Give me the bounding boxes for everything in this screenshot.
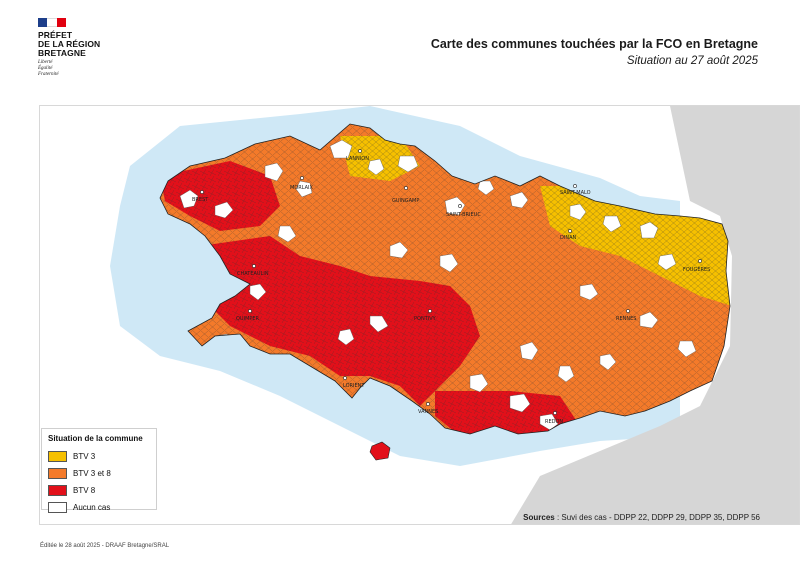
city-label-fougeres: FOUGÈRES: [683, 265, 710, 273]
logo-line-3: BRETAGNE: [38, 48, 86, 58]
legend-swatch-btv3-8: [48, 468, 67, 479]
neighbour-land: [511, 106, 799, 524]
city-label-lannion: LANNION: [346, 156, 369, 162]
legend-item-no-case: Aucun cas: [48, 499, 150, 516]
sources-label: Sources: [523, 513, 555, 522]
city-markers: LANNION MORLAIX GUINGAMP SAINT-BRIEUC SA…: [192, 149, 710, 425]
city-marker-fougeres: FOUGÈRES: [683, 259, 710, 273]
city-label-guingamp: GUINGAMP: [392, 198, 419, 204]
title-block: Carte des communes touchées par la FCO e…: [431, 37, 758, 67]
map-title: Carte des communes touchées par la FCO e…: [430, 37, 758, 51]
legend-title: Situation de la commune: [48, 434, 143, 443]
city-label-morlaix: MORLAIX: [290, 185, 314, 191]
motto-line-2: Égalité: [38, 66, 53, 71]
city-label-redon: REDON: [545, 419, 563, 425]
city-marker-morlaix: MORLAIX: [290, 176, 314, 191]
city-label-quimper: QUIMPER: [236, 316, 260, 322]
map-subtitle: Situation au 27 août 2025: [626, 55, 758, 67]
legend-item-btv3: BTV 3: [48, 448, 150, 465]
city-marker-vannes: VANNES: [418, 402, 438, 415]
brittany-map: LANNION MORLAIX GUINGAMP SAINT-BRIEUC SA…: [40, 106, 799, 524]
belle-ile: [369, 441, 391, 461]
city-label-rennes: RENNES: [616, 316, 636, 322]
sources-note: Sources : Suvi des cas - DDPP 22, DDPP 2…: [523, 513, 760, 522]
city-label-pontivy: PONTIVY: [414, 316, 437, 322]
city-marker-saint-brieuc: SAINT-BRIEUC: [446, 204, 481, 218]
city-marker-brest: BREST: [192, 190, 209, 203]
city-label-saint-malo: SAINT-MALO: [560, 190, 591, 196]
region-btv8-center: [200, 236, 480, 406]
legend-item-btv3-8: BTV 3 et 8: [48, 465, 150, 482]
motto-line-3: Fraternité: [38, 72, 59, 77]
city-marker-dinan: DINAN: [560, 229, 576, 241]
motto: Liberté Égalité Fraternité: [38, 60, 148, 78]
motto-line-1: Liberté: [38, 60, 53, 65]
map-legend: Situation de la commune BTV 3 BTV 3 et 8…: [41, 428, 157, 513]
city-label-dinan: DINAN: [560, 235, 576, 241]
city-marker-saint-malo: SAINT-MALO: [560, 184, 591, 196]
city-marker-redon: REDON: [545, 411, 563, 425]
legend-label-btv8: BTV 8: [73, 486, 96, 495]
legend-label-no-case: Aucun cas: [73, 503, 111, 512]
city-marker-pontivy: PONTIVY: [414, 309, 437, 322]
city-marker-lannion: LANNION: [346, 149, 369, 162]
region-btv3-tregor: [340, 136, 420, 181]
region-btv8-north-finistere: [160, 161, 280, 231]
city-marker-quimper: QUIMPER: [236, 309, 260, 322]
city-label-brest: BREST: [192, 197, 209, 203]
prefet-logo: PRÉFET DE LA RÉGION BRETAGNE Liberté Éga…: [38, 18, 148, 78]
marianne-flag-icon: [38, 18, 66, 27]
legend-swatch-btv3: [48, 451, 67, 462]
legend-label-btv3-8: BTV 3 et 8: [73, 469, 111, 478]
legend-swatch-btv8: [48, 485, 67, 496]
logo-line-1: PRÉFET: [38, 30, 73, 40]
city-marker-chateaulin: CHATEAULIN: [237, 264, 269, 277]
city-marker-lorient: LORIENT: [343, 376, 365, 389]
no-case-communes: [179, 139, 697, 431]
legend-label-btv3: BTV 3: [73, 452, 96, 461]
map-frame: LANNION MORLAIX GUINGAMP SAINT-BRIEUC SA…: [39, 105, 800, 525]
legend-swatch-no-case: [48, 502, 67, 513]
sources-text: : Suvi des cas - DDPP 22, DDPP 29, DDPP …: [554, 513, 760, 522]
city-label-chateaulin: CHATEAULIN: [237, 271, 269, 277]
city-label-saint-brieuc: SAINT-BRIEUC: [446, 212, 481, 218]
logo-line-2: DE LA RÉGION: [38, 39, 101, 49]
city-marker-guingamp: GUINGAMP: [392, 186, 419, 204]
legend-item-btv8: BTV 8: [48, 482, 150, 499]
edition-note: Éditée le 28 août 2025 - DRAAF Bretagne/…: [40, 543, 170, 549]
city-marker-rennes: RENNES: [616, 309, 636, 322]
city-label-lorient: LORIENT: [343, 383, 365, 389]
city-label-vannes: VANNES: [418, 409, 438, 415]
